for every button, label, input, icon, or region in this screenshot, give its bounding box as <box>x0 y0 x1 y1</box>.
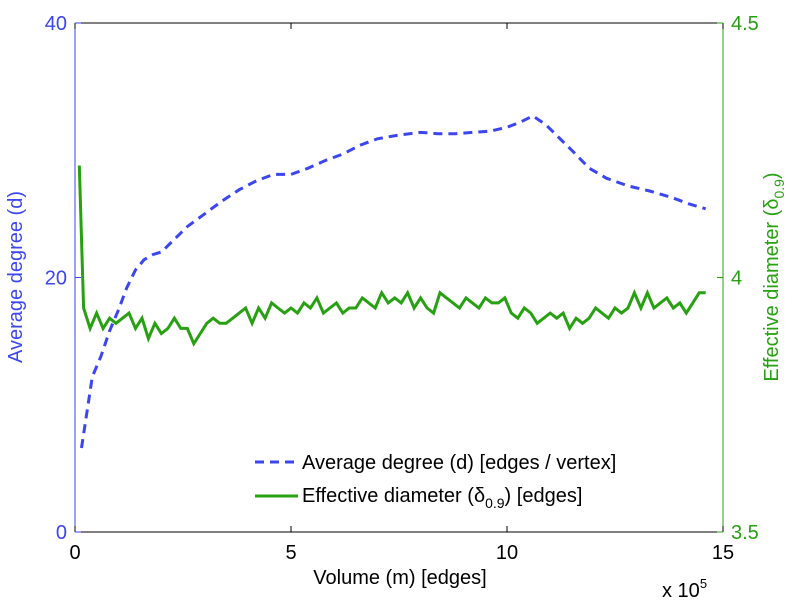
right-y-tick-label: 4.5 <box>731 13 759 35</box>
x-tick-label: 0 <box>69 542 80 564</box>
left-y-tick-label: 0 <box>56 522 67 544</box>
right-axis-label: Effective diameter (δ0.9) <box>761 172 787 381</box>
x-multiplier-label: x 105 <box>662 576 707 600</box>
x-tick-label: 5 <box>285 542 296 564</box>
right-y-tick-label: 3.5 <box>731 522 759 544</box>
left-axis-label: Average degree (d) <box>5 191 27 363</box>
left-y-tick-label: 40 <box>45 13 67 35</box>
left-y-ticks: 0 20 40 <box>45 13 81 544</box>
series-average-degree-line <box>80 114 707 449</box>
right-y-ticks: 3.5 4 4.5 <box>717 13 759 544</box>
x-axis-label: Volume (m) [edges] <box>313 567 486 589</box>
legend: Average degree (d) [edges / vertex] Effe… <box>255 452 616 511</box>
series-effective-diameter-line <box>77 165 706 347</box>
x-tick-label: 10 <box>496 542 518 564</box>
x-tick-label: 15 <box>712 542 734 564</box>
left-y-tick-label: 20 <box>45 268 67 290</box>
legend-diameter-label: Effective diameter (δ0.9) [edges] <box>302 485 582 511</box>
x-ticks: 0 5 10 15 <box>69 23 734 564</box>
legend-degree-label: Average degree (d) [edges / vertex] <box>302 452 616 474</box>
right-y-tick-label: 4 <box>731 268 742 290</box>
